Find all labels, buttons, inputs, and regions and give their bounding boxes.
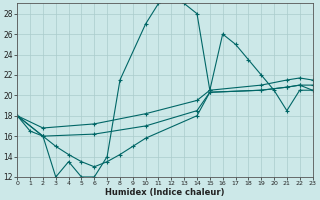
X-axis label: Humidex (Indice chaleur): Humidex (Indice chaleur): [105, 188, 225, 197]
